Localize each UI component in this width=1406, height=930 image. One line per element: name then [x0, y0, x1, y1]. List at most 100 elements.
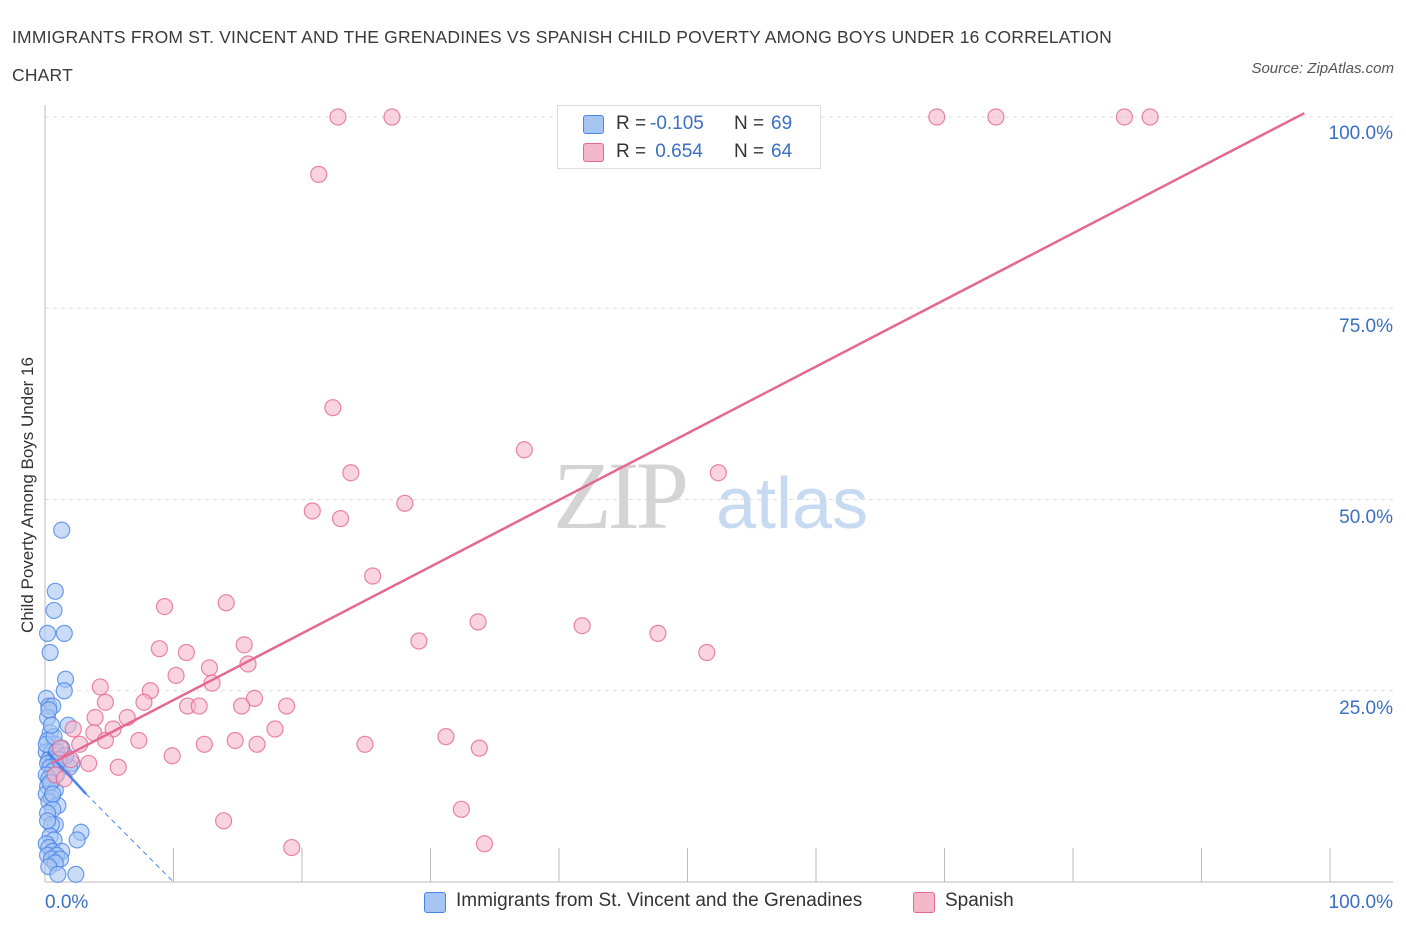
- immigrants-point: [38, 624, 57, 642]
- series-legend: Immigrants from St. Vincent and the Gren…: [0, 888, 1406, 916]
- stats-row-spanish: R = 0.654 N = 64: [558, 138, 820, 166]
- spanish-point: [324, 399, 342, 417]
- x-tick-label: 0.0%: [45, 892, 88, 913]
- y-tick-label: 100.0%: [1329, 123, 1394, 144]
- spanish-point: [475, 835, 494, 853]
- n-label: N =: [734, 113, 765, 134]
- x-tick-label: 100.0%: [1329, 892, 1394, 913]
- spanish-point: [364, 567, 382, 585]
- watermark-zip: ZIP: [553, 442, 686, 549]
- spanish-point: [310, 165, 328, 183]
- spanish-point: [96, 693, 114, 711]
- spanish-point: [195, 735, 213, 753]
- spanish-point: [987, 108, 1005, 126]
- spanish-point: [130, 731, 148, 750]
- spanish-point: [410, 632, 428, 650]
- y-tick-label: 25.0%: [1339, 698, 1393, 719]
- immigrants-point: [49, 865, 67, 883]
- legend-label: Spanish: [945, 890, 1014, 911]
- r-value: 0.654: [650, 141, 703, 162]
- series-spanish-points: [46, 108, 1159, 857]
- spanish-point: [277, 697, 296, 715]
- stats-row-immigrants: R = -0.105 N = 69: [558, 110, 820, 138]
- immigrants-point: [44, 785, 62, 803]
- immigrants-point: [55, 682, 73, 700]
- spanish-point: [109, 758, 127, 776]
- watermark-atlas: atlas: [716, 464, 868, 544]
- spanish-point: [217, 594, 235, 612]
- spanish-point: [167, 666, 185, 685]
- spanish-point: [135, 693, 153, 711]
- spanish-point: [248, 735, 266, 753]
- trend-line-immigrants-extension: [85, 793, 174, 883]
- spanish-point: [331, 510, 350, 528]
- y-tick-label: 50.0%: [1339, 507, 1393, 528]
- spanish-point: [396, 494, 414, 512]
- r-label: R =: [616, 141, 647, 162]
- stats-legend: R = -0.105 N = 69 R = 0.654 N = 64: [557, 105, 821, 169]
- spanish-point: [356, 735, 374, 753]
- spanish-point: [1115, 108, 1134, 126]
- spanish-point: [698, 643, 716, 662]
- spanish-point: [163, 747, 181, 765]
- source-label: Source: ZipAtlas.com: [1251, 60, 1394, 77]
- series-immigrants-points: [37, 521, 90, 883]
- spanish-point: [64, 720, 82, 738]
- spanish-point: [226, 731, 244, 750]
- spanish-point: [928, 108, 946, 126]
- grid-lines: [45, 116, 1393, 692]
- n-value: 64: [771, 141, 793, 162]
- immigrants-point: [46, 582, 64, 600]
- immigrants-point: [53, 521, 71, 539]
- n-label: N =: [734, 141, 765, 162]
- spanish-point: [573, 617, 591, 635]
- spanish-point: [342, 464, 360, 482]
- spanish-point: [155, 597, 174, 616]
- spanish-point: [80, 754, 98, 773]
- immigrants-point: [45, 601, 63, 620]
- trend-line-immigrants: [46, 751, 88, 795]
- spanish-point: [235, 636, 253, 654]
- trend-lines: [46, 112, 1305, 883]
- tick-labels: 100.0% 75.0% 50.0% 25.0% 0.0% 100.0%: [45, 123, 1393, 913]
- r-value: -0.105: [650, 113, 704, 134]
- spanish-point: [452, 800, 470, 818]
- spanish-point: [437, 728, 455, 746]
- spanish-point: [190, 697, 208, 715]
- immigrants-point: [67, 865, 85, 883]
- spanish-point: [1141, 108, 1159, 126]
- spanish-point: [303, 502, 321, 520]
- r-label: R =: [616, 113, 647, 134]
- chart-title: IMMIGRANTS FROM ST. VINCENT AND THE GREN…: [12, 27, 1112, 85]
- immigrants-point: [42, 716, 61, 734]
- spanish-point: [470, 739, 488, 757]
- spanish-point: [91, 678, 109, 696]
- immigrants-point: [55, 624, 73, 642]
- legend-label: Immigrants from St. Vincent and the Gren…: [456, 890, 863, 911]
- spanish-point: [215, 812, 233, 830]
- spanish-point: [469, 613, 487, 631]
- immigrants-point: [40, 701, 58, 719]
- spanish-point: [709, 464, 727, 482]
- immigrants-point: [38, 812, 57, 830]
- legend-swatch: [424, 892, 446, 913]
- spanish-point: [329, 108, 347, 126]
- legend-swatch: [913, 892, 935, 913]
- immigrants-point: [41, 643, 59, 662]
- spanish-point: [86, 708, 104, 727]
- spanish-point: [51, 739, 70, 757]
- y-tick-label: 75.0%: [1339, 316, 1393, 337]
- spanish-point: [150, 640, 168, 658]
- spanish-point: [649, 624, 667, 642]
- spanish-point: [515, 441, 533, 459]
- legend-swatch: [583, 143, 604, 162]
- trend-line-spanish: [50, 112, 1305, 765]
- spanish-point: [245, 689, 264, 708]
- spanish-point: [177, 643, 195, 662]
- legend-swatch: [583, 115, 604, 134]
- n-value: 69: [771, 113, 793, 134]
- spanish-point: [283, 838, 301, 857]
- spanish-point: [55, 770, 73, 788]
- spanish-point: [200, 659, 219, 677]
